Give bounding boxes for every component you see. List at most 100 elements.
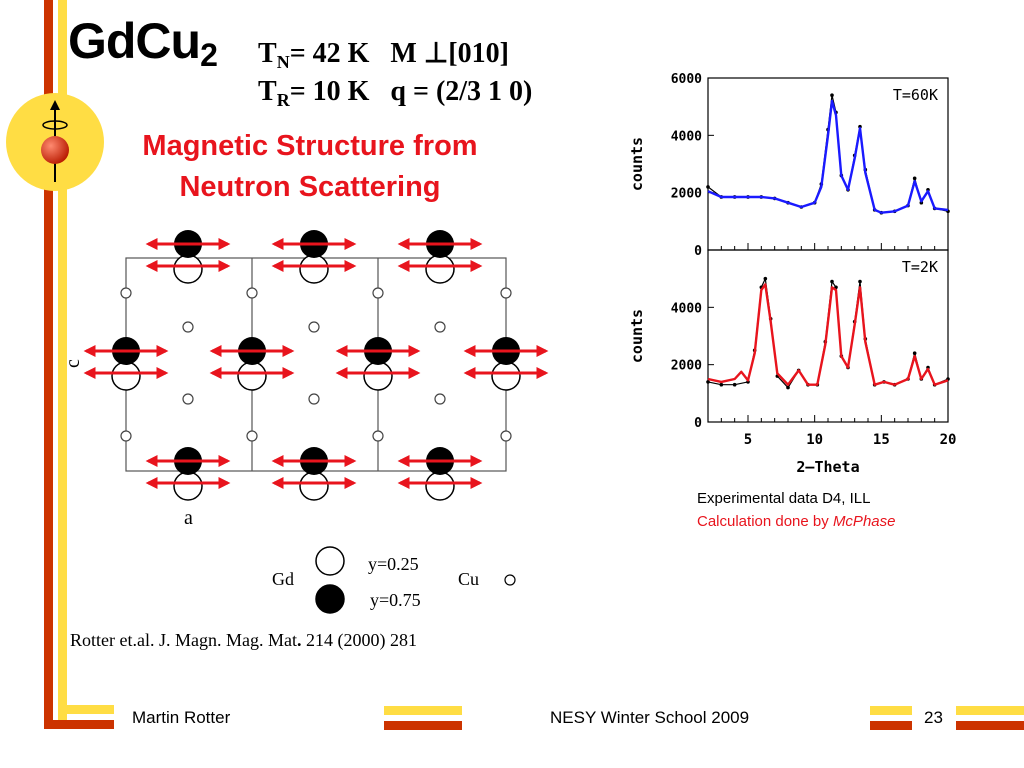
caption-calculation: Calculation done by McPhase <box>697 513 895 530</box>
temperature-annotation: T=2K <box>902 258 938 276</box>
caption-calc-program: McPhase <box>832 513 896 530</box>
param-tr-sub: R <box>276 90 290 110</box>
experimental-point <box>830 279 834 284</box>
gd-atom-open <box>491 361 521 391</box>
citation: Rotter et.al. J. Magn. Mag. Mat. 214 (20… <box>70 630 417 651</box>
legend-cu-circle <box>504 574 516 586</box>
footer-bar-orange-far <box>956 721 1024 730</box>
cu-atom <box>500 287 512 299</box>
param-tr-text: = 10 K q = (2/3 1 0) <box>289 76 533 107</box>
unit-cell-box <box>125 257 507 472</box>
slide-title: GdCu2 <box>68 12 218 74</box>
gd-atom-open <box>173 471 203 501</box>
citation-bold: . <box>296 630 302 650</box>
unit-cell-lines <box>125 257 507 472</box>
magnetic-structure-diagram: c a Gd y=0.25 y=0.75 Cu <box>62 230 549 614</box>
chart-panel-2k: 0 2000 4000 5 10 15 20 2–Theta counts T=2K <box>628 249 957 476</box>
experimental-point <box>912 351 917 356</box>
experimental-point <box>706 380 710 384</box>
cu-atom <box>434 393 446 405</box>
experimental-point <box>763 276 768 281</box>
param-tn-text: = 42 K M ⊥[010] <box>289 38 509 69</box>
cu-atom <box>120 430 132 442</box>
param-tn-symbol: T <box>258 38 277 69</box>
cu-atom <box>182 393 194 405</box>
gd-atom-open <box>425 254 455 284</box>
experimental-point <box>719 382 724 387</box>
experimental-point <box>830 93 834 97</box>
cu-atoms <box>120 287 512 442</box>
cu-atom <box>434 321 446 333</box>
legend-gd-open-circle <box>315 546 345 576</box>
axis-label-c: c <box>62 359 84 368</box>
legend-gd-filled-circle <box>315 584 345 614</box>
experimental-point <box>786 385 790 390</box>
x-axis-label: 2–Theta <box>796 458 859 476</box>
gd-atoms <box>83 230 549 501</box>
params-line-2: TR= 10 K q = (2/3 1 0) <box>258 76 532 111</box>
x-tick-label: 15 <box>873 432 890 448</box>
x-tick-label: 20 <box>940 432 957 448</box>
y-axis-label: counts <box>628 137 646 191</box>
title-main: GdCu <box>68 13 201 69</box>
y-tick-label: 2000 <box>671 187 702 202</box>
cu-atom <box>372 287 384 299</box>
experimental-point <box>732 382 737 387</box>
footer-bar-orange-right <box>870 721 912 730</box>
gd-atom-open <box>237 361 267 391</box>
gd-atom-open <box>425 471 455 501</box>
cu-atom <box>246 430 258 442</box>
cu-atom <box>500 430 512 442</box>
param-tn-sub: N <box>276 52 290 72</box>
footer-bar-orange-mid <box>384 721 462 730</box>
footer-bar-yellow-mid <box>384 706 462 715</box>
y-tick-label: 2000 <box>671 359 702 374</box>
x-tick-label: 10 <box>806 432 823 448</box>
y-tick-label: 0 <box>694 244 702 259</box>
cu-atom <box>372 430 384 442</box>
axis-label-a: a <box>184 507 193 529</box>
footer-bar-yellow-right <box>870 706 912 715</box>
y-tick-label: 4000 <box>671 129 702 144</box>
chart-panel-60k: 0 2000 4000 6000 counts T=60K <box>628 72 950 259</box>
subtitle: Magnetic Structure from Neutron Scatteri… <box>100 126 520 208</box>
accent-bar-yellow-bottom <box>58 705 114 714</box>
cu-atom <box>120 287 132 299</box>
calculated-series-line <box>707 283 949 386</box>
gd-atom-open <box>299 471 329 501</box>
caption-calc-prefix: Calculation done by <box>697 513 833 530</box>
accent-bar-orange-left <box>44 0 53 728</box>
y-tick-label: 6000 <box>671 72 702 87</box>
footer-event: NESY Winter School 2009 <box>550 708 750 727</box>
gd-atom-open <box>299 254 329 284</box>
legend-y075-label: y=0.75 <box>370 590 421 610</box>
accent-bar-yellow-left <box>58 0 67 720</box>
title-subscript: 2 <box>200 37 218 73</box>
y-axis-label: counts <box>628 309 646 363</box>
legend-cu-label: Cu <box>458 569 479 589</box>
gd-atom-open <box>363 361 393 391</box>
legend-gd-label: Gd <box>272 569 294 589</box>
spin-atom-logo-icon <box>6 93 104 191</box>
citation-pre: Rotter et.al. J. Magn. Mag. Mat <box>70 630 297 650</box>
params-line-1: TN= 42 K M ⊥[010] <box>258 36 509 73</box>
footer-author: Martin Rotter <box>132 708 231 727</box>
experimental-point <box>706 185 710 189</box>
param-tr-symbol: T <box>258 76 277 107</box>
caption-experimental: Experimental data D4, ILL <box>697 490 871 507</box>
footer-bar-yellow-far <box>956 706 1024 715</box>
gd-atom-open <box>173 254 203 284</box>
cu-atom <box>246 287 258 299</box>
calculated-series-line <box>707 99 949 214</box>
y-tick-label: 0 <box>694 416 702 431</box>
subtitle-line-2: Neutron Scattering <box>179 171 441 203</box>
experimental-point <box>912 176 917 181</box>
cu-atom <box>308 393 320 405</box>
cu-atom <box>182 321 194 333</box>
gd-atom-open <box>111 361 141 391</box>
cu-atom <box>308 321 320 333</box>
experimental-series-line <box>707 276 949 389</box>
legend-y025-label: y=0.25 <box>368 554 419 574</box>
temperature-annotation: T=60K <box>893 86 938 104</box>
accent-bar-orange-bottom <box>44 720 114 729</box>
